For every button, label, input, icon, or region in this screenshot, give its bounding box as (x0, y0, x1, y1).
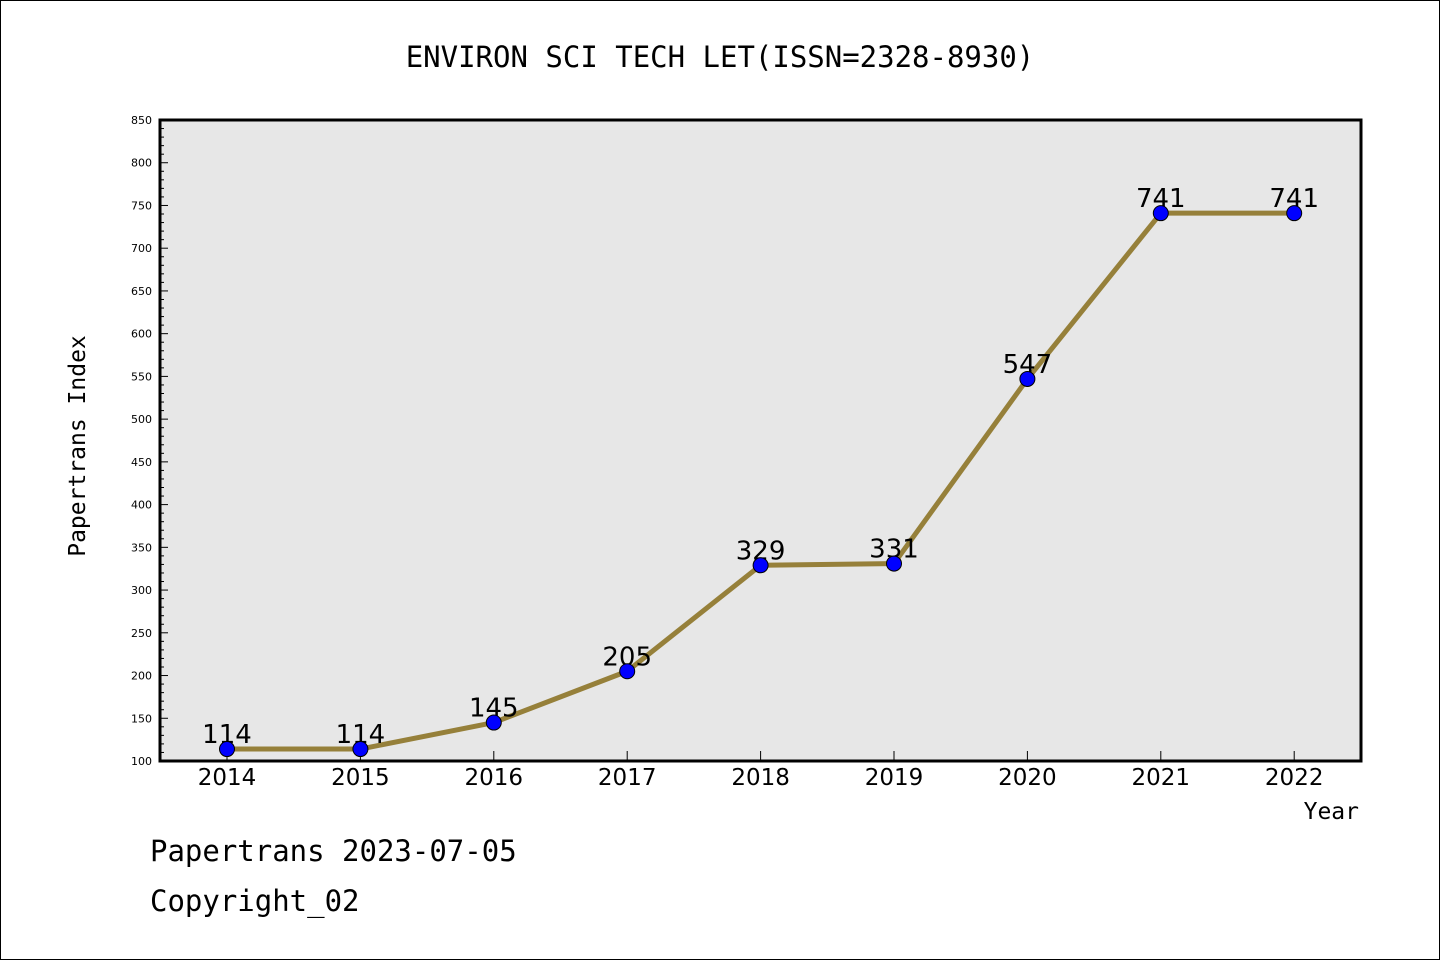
x-tick-label: 2017 (598, 765, 657, 791)
chart-title: ENVIRON SCI TECH LET(ISSN=2328-8930) (406, 40, 1035, 74)
footer-copyright-text: Copyright_02 (150, 884, 360, 918)
y-tick-label: 800 (131, 157, 152, 170)
y-tick-label: 850 (131, 114, 152, 127)
y-tick-label: 700 (131, 242, 152, 255)
x-tick-label: 2021 (1132, 765, 1191, 791)
y-axis: 100 150 200 250 300 350 400 450 500 550 600 650 700 7… (131, 114, 168, 768)
x-tick-label: 2018 (731, 765, 790, 791)
y-tick-label: 200 (131, 670, 152, 683)
data-point (352, 741, 369, 758)
data-point (1019, 370, 1036, 387)
x-tick-label: 2014 (198, 765, 257, 791)
data-point (886, 555, 902, 572)
data-point (485, 714, 502, 731)
y-tick-label: 150 (131, 712, 152, 725)
x-tick-label: 2022 (1265, 765, 1324, 791)
y-tick-label: 650 (131, 285, 152, 298)
y-tick-label: 250 (131, 627, 152, 640)
y-tick-label: 350 (131, 541, 152, 554)
y-axis-label: Papertrans Index (65, 335, 91, 557)
x-axis-label: Year (1304, 799, 1359, 825)
y-tick-label: 450 (131, 456, 152, 469)
x-axis: 2014 2015 2016 2017 2018 2019 2020 2021 2022 (198, 751, 1324, 791)
x-tick-label: 2016 (465, 765, 524, 791)
footer-date-text: Papertrans 2023-07-05 (150, 834, 517, 868)
data-point (219, 741, 235, 758)
data-point (1286, 205, 1303, 222)
y-tick-label: 550 (131, 370, 152, 383)
y-tick-label: 750 (131, 199, 152, 212)
y-tick-label: 500 (131, 413, 152, 426)
y-tick-label: 400 (131, 499, 152, 512)
plot-area (158, 118, 1363, 763)
y-tick-label: 600 (131, 328, 152, 341)
x-tick-label: 2020 (998, 765, 1057, 791)
y-tick-label: 100 (131, 755, 152, 768)
y-tick-label: 300 (131, 584, 152, 597)
data-point (1152, 205, 1169, 222)
x-tick-label: 2019 (865, 765, 924, 791)
data-point (619, 663, 636, 680)
x-tick-label: 2015 (331, 765, 390, 791)
data-point (752, 557, 769, 574)
